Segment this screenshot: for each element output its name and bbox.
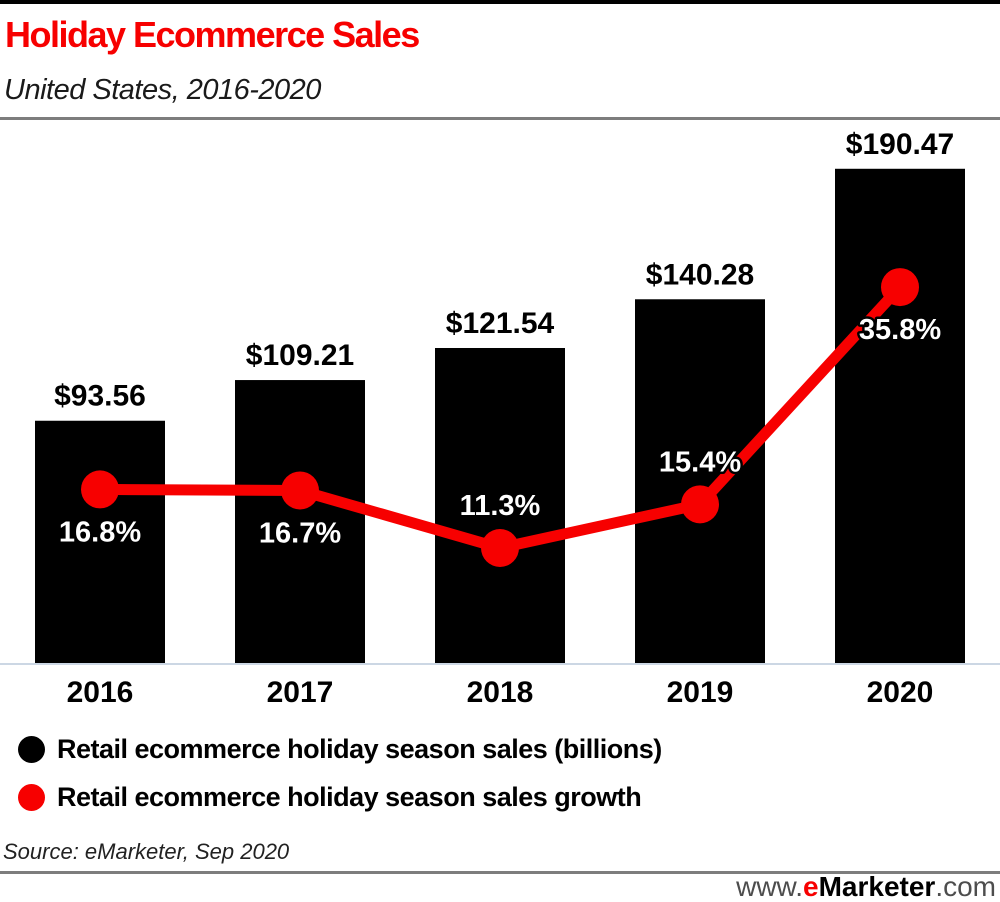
top-accent-bar <box>0 0 1000 4</box>
source-note: Source: eMarketer, Sep 2020 <box>3 839 290 864</box>
footer-com: .com <box>935 871 996 902</box>
chart-title: Holiday Ecommerce Sales <box>5 14 420 55</box>
bar-2017 <box>235 380 365 664</box>
bar-value-label-2018: $121.54 <box>446 307 555 340</box>
combo-chart: $93.56 $109.21 $121.54 $140.28 $190.47 16.8% 1… <box>0 128 1000 709</box>
footer-marketer: Marketer <box>818 871 936 902</box>
x-tick-2017: 2017 <box>267 676 334 709</box>
growth-point-2018 <box>481 529 519 567</box>
growth-label-2018: 11.3% <box>460 490 541 522</box>
growth-label-2017: 16.7% <box>259 517 341 549</box>
footer-e: e <box>803 871 819 902</box>
legend-item-growth: Retail ecommerce holiday season sales gr… <box>18 781 642 812</box>
bar-value-label-2016: $93.56 <box>54 380 146 413</box>
legend-label-sales: Retail ecommerce holiday season sales (b… <box>57 733 662 764</box>
bar-2018 <box>435 347 565 664</box>
growth-label-2020: 35.8% <box>859 314 941 346</box>
bar-value-label-2020: $190.47 <box>846 128 954 161</box>
header-divider <box>0 117 1000 120</box>
x-tick-2020: 2020 <box>867 676 934 709</box>
bar-value-label-2017: $109.21 <box>246 339 354 372</box>
x-tick-2018: 2018 <box>467 676 534 709</box>
growth-label-2019: 15.4% <box>659 446 741 478</box>
bar-2019 <box>635 299 765 664</box>
growth-point-2017 <box>281 471 319 510</box>
bar-series-swatch-icon <box>18 735 45 763</box>
footer-www: www. <box>736 871 803 902</box>
growth-point-2020 <box>881 268 919 307</box>
bar-2020 <box>835 168 965 664</box>
growth-point-2019 <box>681 485 719 524</box>
legend-item-sales: Retail ecommerce holiday season sales (b… <box>18 733 662 764</box>
growth-point-2016 <box>81 470 119 509</box>
x-tick-2016: 2016 <box>67 676 134 709</box>
growth-label-2016: 16.8% <box>59 516 141 548</box>
bar-value-label-2019: $140.28 <box>646 258 754 291</box>
bar-2016 <box>35 420 165 664</box>
x-tick-2019: 2019 <box>667 676 734 709</box>
chart-subtitle: United States, 2016-2020 <box>4 74 321 106</box>
legend-label-growth: Retail ecommerce holiday season sales gr… <box>57 781 642 812</box>
site-footer: www.eMarketer.com <box>736 871 996 902</box>
line-series-swatch-icon <box>18 783 45 811</box>
footer-divider <box>0 871 1000 874</box>
